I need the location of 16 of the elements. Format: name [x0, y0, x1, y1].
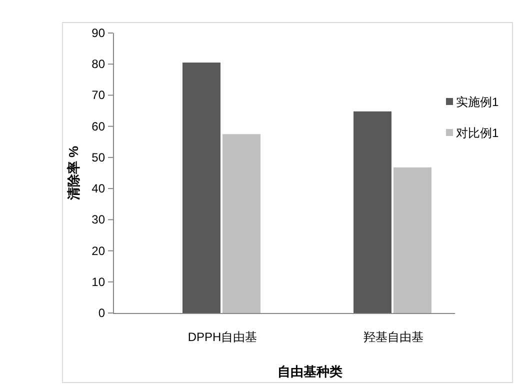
y-axis-title: 清除率 % [66, 145, 81, 202]
y-tick-label: 90 [92, 26, 106, 40]
y-tick-label: 80 [92, 57, 106, 72]
y-tick-label: 30 [92, 212, 106, 227]
x-tick-label: 羟基自由基 [364, 330, 424, 344]
x-tick-label: DPPH自由基 [188, 330, 258, 344]
x-axis-title: 自由基种类 [278, 364, 342, 379]
y-tick-label: 70 [92, 88, 106, 102]
y-tick-label: 40 [92, 182, 106, 196]
legend-label: 实施例1 [456, 95, 499, 109]
y-tick-label: 50 [92, 150, 106, 164]
y-tick-label: 60 [92, 119, 106, 134]
y-tick-label: 10 [92, 274, 106, 289]
legend-label: 对比例1 [456, 126, 499, 140]
y-tick-label: 20 [92, 244, 106, 258]
y-tick-label: 0 [98, 306, 106, 320]
